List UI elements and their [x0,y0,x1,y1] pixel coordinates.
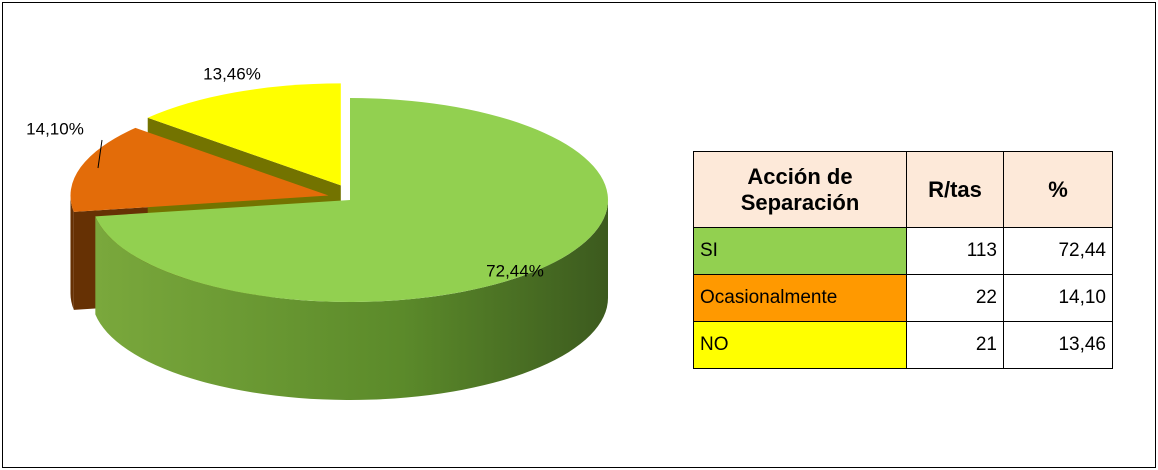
header-cell: % [1003,151,1113,228]
table-row: SI 113 72,44 [693,227,1113,275]
pie-slice [95,98,608,302]
table-row: Ocasionalmente 22 14,10 [693,274,1113,322]
leader-line [97,139,103,169]
data-table: Acción de Separación R/tas % SI 113 72,44 O… [693,151,1113,369]
table-cell: NO [693,321,907,369]
table-cell: 72,44 [1003,227,1113,275]
header-cell: R/tas [906,151,1004,228]
slice-side [95,200,608,401]
table-cell: 14,10 [1003,274,1113,322]
table-cell: SI [693,227,907,275]
pie-slice [70,127,329,212]
table-cell: 113 [906,227,1004,275]
table-cell: 13,46 [1003,321,1113,369]
table-cell: 22 [906,274,1004,322]
table-cell: 21 [906,321,1004,369]
slice-side [70,195,74,310]
pie-slice [147,83,341,186]
table-row: NO 21 13,46 [693,321,1113,369]
data-label: 14,10% [26,119,84,138]
header-cell: Acción de Separación [693,151,907,228]
table-cell: Ocasionalmente [693,274,907,322]
data-label: 13,46% [203,64,261,83]
data-label: 72,44% [486,261,544,280]
